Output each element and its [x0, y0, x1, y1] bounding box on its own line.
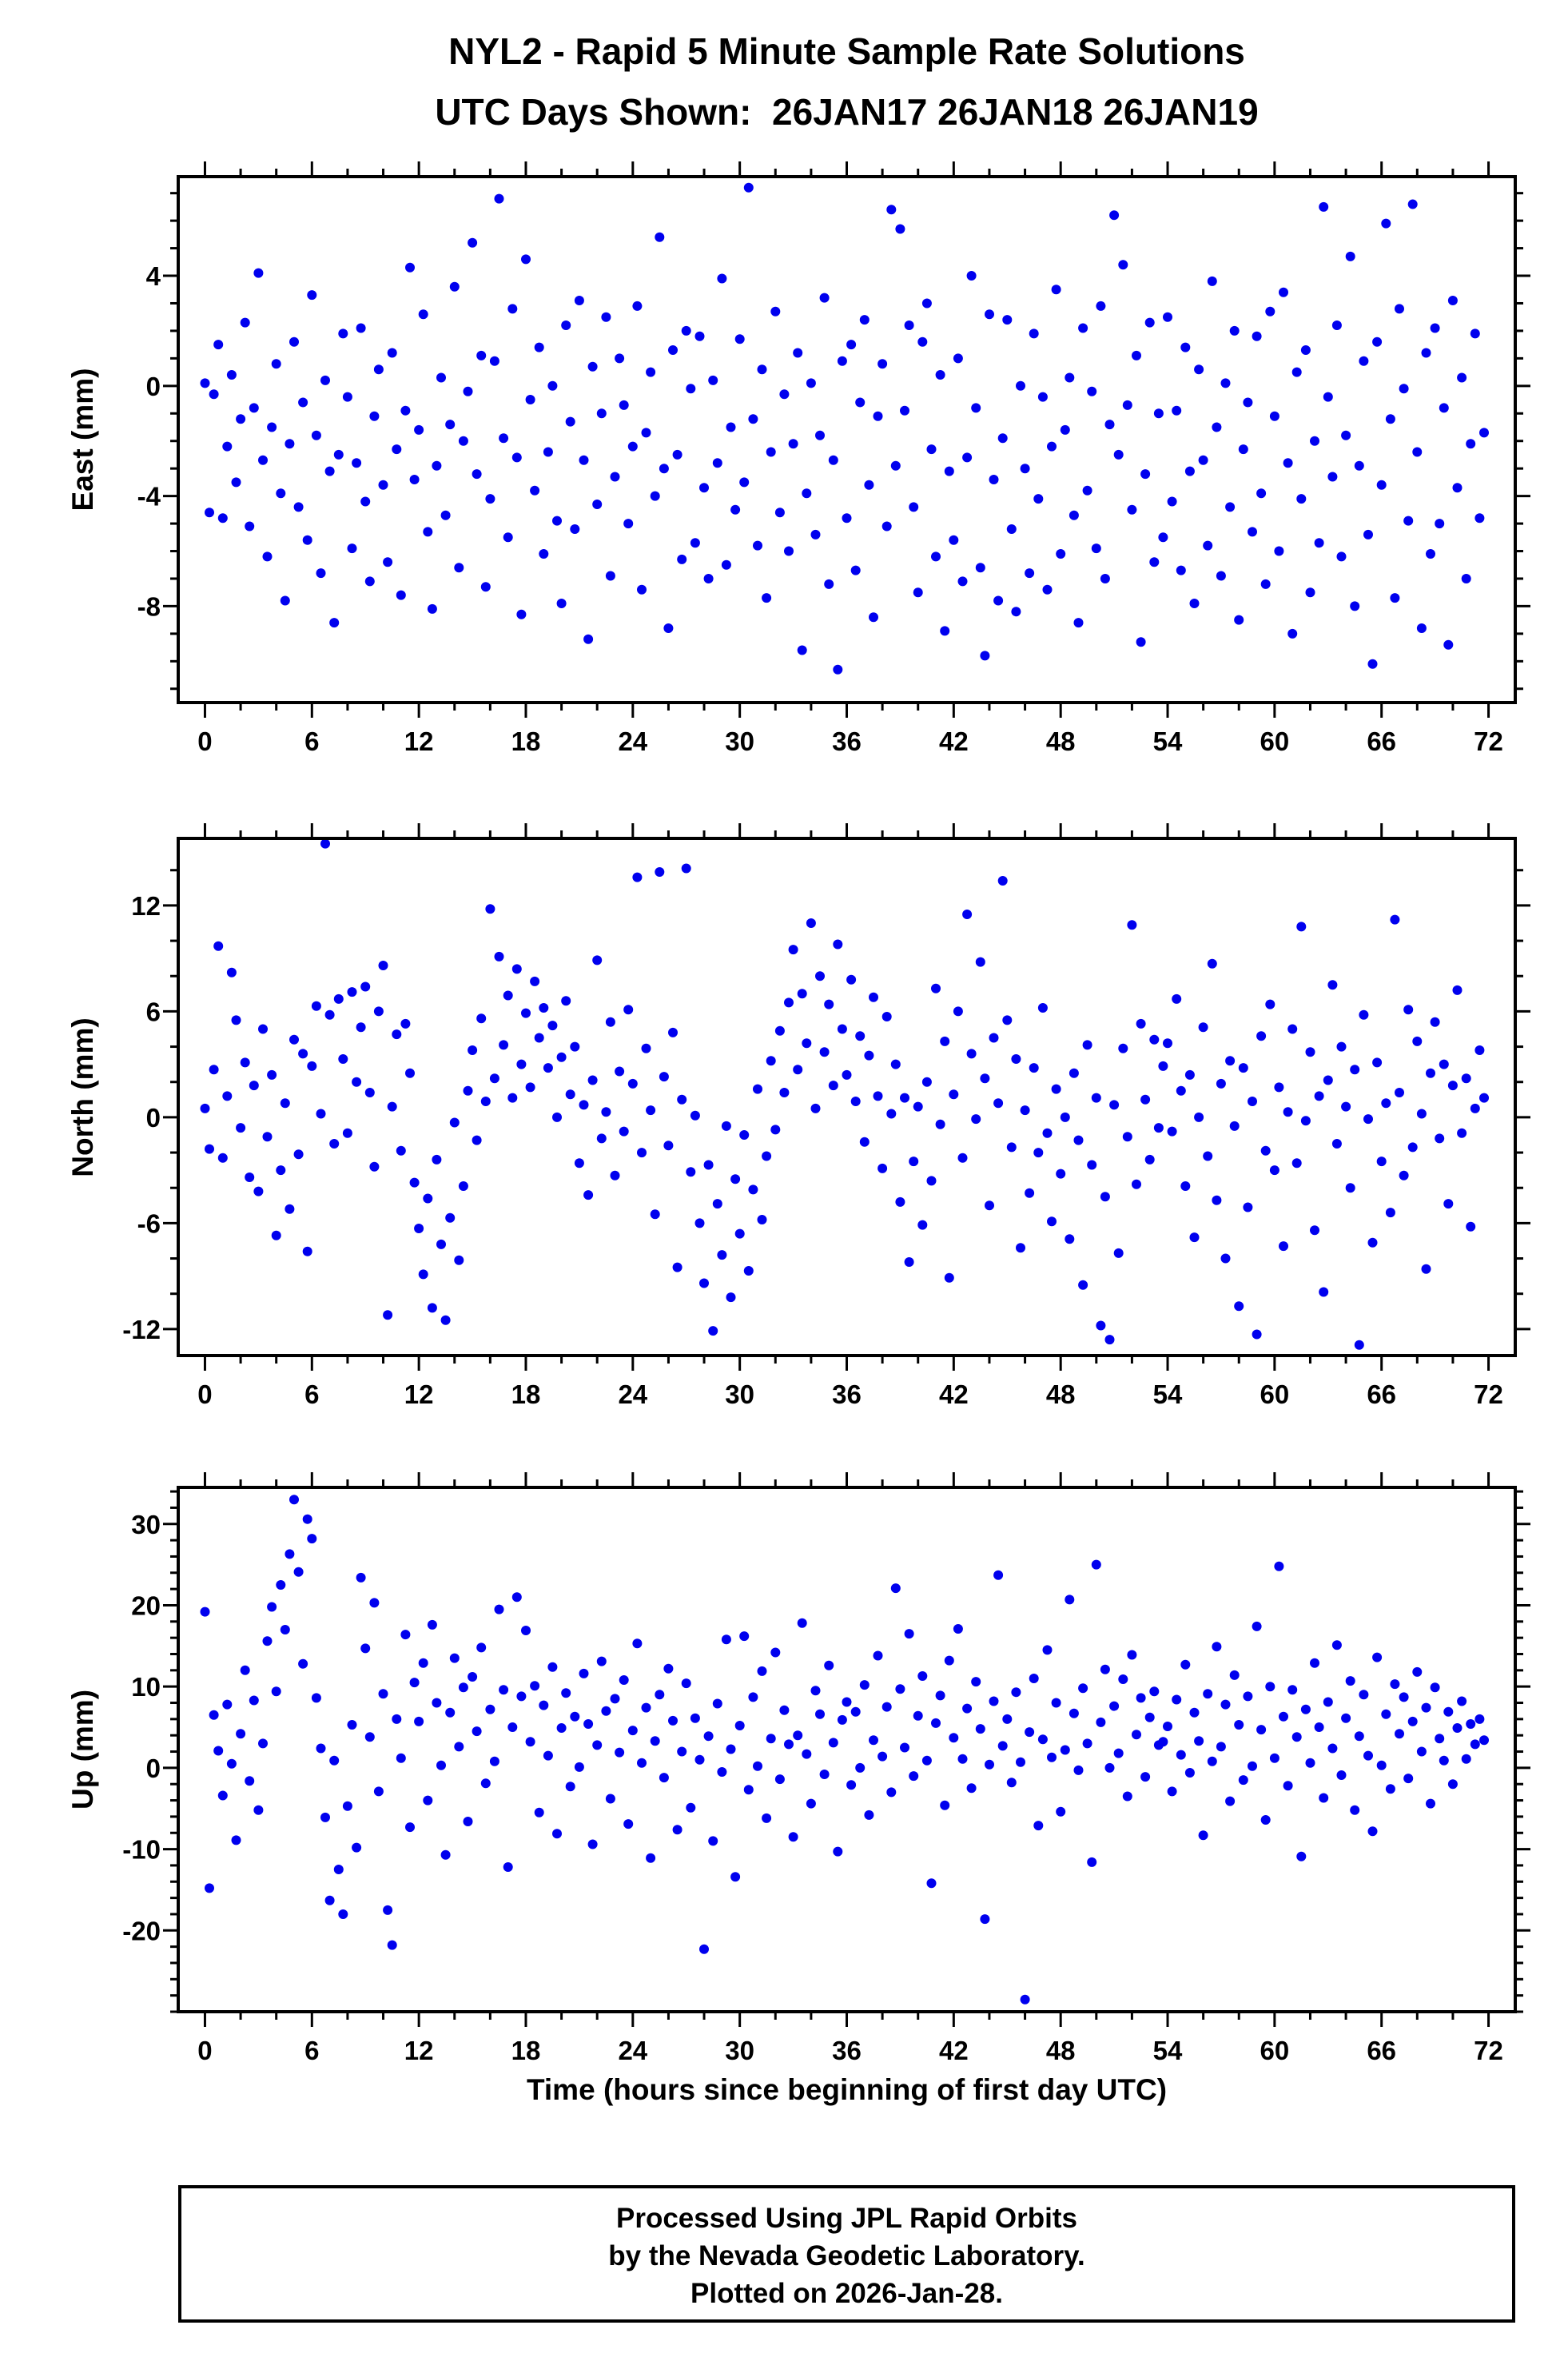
tick-labels: 0 6 12 18 24 30 36 42 48 54 60 66 72 -12 -6 0 6 12 — [122, 891, 1503, 1409]
scatter-points — [200, 838, 1489, 1350]
svg-text:0: 0 — [146, 1754, 161, 1783]
svg-text:6: 6 — [304, 2036, 319, 2065]
svg-text:-20: -20 — [122, 1916, 161, 1945]
svg-text:66: 66 — [1367, 2036, 1396, 2065]
svg-text:-12: -12 — [122, 1315, 161, 1344]
svg-text:60: 60 — [1260, 1380, 1290, 1409]
figure-title: NYL2 - Rapid 5 Minute Sample Rate Soluti… — [448, 30, 1245, 72]
svg-text:18: 18 — [511, 2036, 541, 2065]
svg-text:18: 18 — [511, 727, 541, 756]
svg-text:42: 42 — [939, 1380, 969, 1409]
scatter-plot: 0 6 12 18 24 30 36 42 48 54 60 66 72 -20 -10 0 10 20 30 — [122, 1472, 1530, 2065]
svg-text:0: 0 — [197, 1380, 212, 1409]
svg-text:54: 54 — [1153, 727, 1183, 756]
scatter-plot: 0 6 12 18 24 30 36 42 48 54 60 66 72 -8 -4 0 4 — [137, 161, 1530, 756]
svg-text:-4: -4 — [137, 482, 161, 512]
footer-line3: Plotted on 2026-Jan-28. — [690, 2278, 1003, 2309]
svg-text:12: 12 — [131, 891, 161, 921]
svg-text:54: 54 — [1153, 2036, 1183, 2065]
svg-text:0: 0 — [146, 372, 161, 401]
svg-text:6: 6 — [146, 997, 161, 1026]
axis-ticks — [163, 161, 1530, 718]
axis-ticks — [163, 1472, 1530, 2027]
svg-text:48: 48 — [1046, 1380, 1076, 1409]
svg-text:24: 24 — [618, 727, 647, 756]
svg-text:42: 42 — [939, 2036, 969, 2065]
svg-text:36: 36 — [832, 1380, 862, 1409]
svg-text:-6: -6 — [137, 1208, 161, 1238]
svg-text:72: 72 — [1474, 727, 1503, 756]
svg-text:24: 24 — [618, 1380, 647, 1409]
svg-text:10: 10 — [131, 1672, 161, 1702]
svg-text:36: 36 — [832, 2036, 862, 2065]
east-scatter-panel: 0 6 12 18 24 30 36 42 48 54 60 66 72 -8 -4 0 4 — [137, 161, 1530, 756]
svg-text:66: 66 — [1367, 1380, 1396, 1409]
svg-text:-10: -10 — [122, 1835, 161, 1865]
footer-line1: Processed Using JPL Rapid Orbits — [615, 2203, 1078, 2234]
scatter-points — [200, 1495, 1489, 2005]
svg-text:30: 30 — [131, 1510, 161, 1539]
svg-text:48: 48 — [1046, 727, 1076, 756]
svg-text:66: 66 — [1367, 727, 1396, 756]
svg-text:0: 0 — [197, 727, 212, 756]
plot-frame — [177, 175, 1517, 704]
east-axis-label: East (mm) — [66, 368, 99, 512]
plot-frame — [177, 837, 1517, 1357]
svg-text:72: 72 — [1474, 2036, 1503, 2065]
svg-text:12: 12 — [404, 1380, 434, 1409]
scatter-points — [200, 182, 1489, 675]
svg-text:54: 54 — [1153, 1380, 1183, 1409]
up-axis-label: Up (mm) — [66, 1689, 99, 1810]
svg-text:0: 0 — [197, 2036, 212, 2065]
figure-titles: NYL2 - Rapid 5 Minute Sample Rate Soluti… — [178, 21, 1515, 142]
svg-text:18: 18 — [511, 1380, 541, 1409]
svg-text:42: 42 — [939, 727, 969, 756]
svg-text:4: 4 — [146, 261, 161, 291]
svg-text:0: 0 — [146, 1103, 161, 1133]
plot-frame — [177, 1486, 1517, 2013]
svg-text:12: 12 — [404, 2036, 434, 2065]
svg-text:30: 30 — [725, 727, 754, 756]
svg-text:6: 6 — [304, 1380, 319, 1409]
svg-text:6: 6 — [304, 727, 319, 756]
tick-labels: 0 6 12 18 24 30 36 42 48 54 60 66 72 -20 -10 0 10 20 30 — [122, 1510, 1503, 2065]
svg-text:72: 72 — [1474, 1380, 1503, 1409]
svg-text:48: 48 — [1046, 2036, 1076, 2065]
svg-text:24: 24 — [618, 2036, 647, 2065]
svg-text:12: 12 — [404, 727, 434, 756]
svg-text:60: 60 — [1260, 727, 1290, 756]
figure-subtitle: UTC Days Shown: 26JAN17 26JAN18 26JAN19 — [435, 91, 1259, 133]
scatter-plot: 0 6 12 18 24 30 36 42 48 54 60 66 72 -12 -6 0 6 12 — [122, 823, 1530, 1409]
x-axis-label: Time (hours since beginning of first day… — [526, 2073, 1168, 2106]
svg-text:36: 36 — [832, 727, 862, 756]
footer-box: Processed Using JPL Rapid Orbits by the … — [178, 2185, 1515, 2323]
svg-text:-8: -8 — [137, 591, 161, 621]
svg-text:30: 30 — [725, 2036, 754, 2065]
svg-text:20: 20 — [131, 1591, 161, 1620]
svg-text:60: 60 — [1260, 2036, 1290, 2065]
footer-line2: by the Nevada Geodetic Laboratory. — [608, 2240, 1085, 2271]
north-axis-label: North (mm) — [66, 1017, 99, 1177]
tick-labels: 0 6 12 18 24 30 36 42 48 54 60 66 72 -8 -4 0 4 — [137, 261, 1503, 756]
north-scatter-panel: 0 6 12 18 24 30 36 42 48 54 60 66 72 -12 -6 0 6 12 — [122, 823, 1530, 1409]
up-scatter-panel: 0 6 12 18 24 30 36 42 48 54 60 66 72 -20 -10 0 10 20 30 — [122, 1472, 1530, 2065]
svg-text:30: 30 — [725, 1380, 754, 1409]
